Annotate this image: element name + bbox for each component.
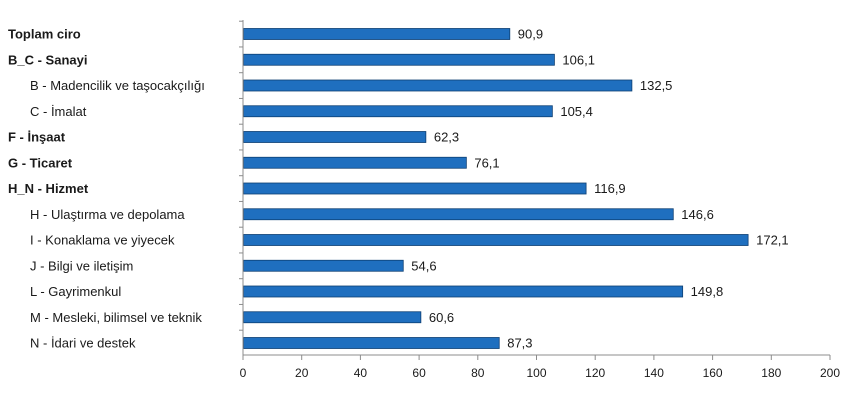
category-label: C - İmalat: [30, 104, 87, 119]
category-label: H - Ulaştırma ve depolama: [30, 207, 185, 222]
bar: [243, 105, 553, 118]
value-label: 116,9: [594, 181, 626, 196]
value-label: 149,8: [691, 284, 724, 299]
value-label: 62,3: [434, 130, 459, 145]
category-labels: Toplam ciro B_C - Sanayi B - Madencilik ve…: [8, 27, 205, 351]
value-labels: 90,9 106,1 132,5 105,4 62,3 76,1 116,9 146,6 172…: [411, 27, 788, 351]
bar: [243, 131, 427, 143]
x-tick-label: 0: [240, 366, 247, 380]
value-label: 87,3: [507, 336, 532, 351]
bar: [243, 337, 500, 349]
x-axis: 0 20 40 60 80 100 120 140 160 180 200: [239, 20, 840, 380]
x-tick-label: 100: [526, 366, 546, 380]
category-label: J - Bilgi ve iletişim: [30, 258, 133, 273]
value-label: 146,6: [681, 207, 714, 222]
x-tick-label: 80: [471, 366, 485, 380]
category-label: Toplam ciro: [8, 27, 81, 42]
bar: [243, 156, 467, 169]
bars-layer: [243, 28, 749, 349]
value-label: 106,1: [562, 52, 595, 67]
x-tick-label: 180: [761, 366, 781, 380]
category-label: I - Konaklama ve yiyecek: [30, 233, 175, 248]
value-label: 105,4: [560, 104, 593, 119]
x-tick-label: 20: [295, 366, 309, 380]
x-tick-label: 200: [820, 366, 840, 380]
value-label: 60,6: [429, 310, 454, 325]
x-tick-label: 160: [703, 366, 723, 380]
bar: [243, 53, 555, 66]
bar: [243, 208, 674, 221]
x-tick-label: 40: [354, 366, 368, 380]
category-label: F - İnşaat: [8, 130, 66, 145]
category-label: M - Mesleki, bilimsel ve teknik: [30, 310, 202, 325]
bar: [243, 79, 633, 92]
value-label: 76,1: [474, 155, 499, 170]
value-label: 132,5: [640, 78, 673, 93]
category-label: B - Madencilik ve taşocakçılığı: [30, 78, 205, 93]
category-label: N - İdari ve destek: [30, 336, 136, 351]
category-label: G - Ticaret: [8, 155, 73, 170]
x-tick-label: 140: [644, 366, 664, 380]
bar: [243, 285, 684, 298]
bar: [243, 311, 422, 324]
value-label: 172,1: [756, 233, 789, 248]
bar: [243, 182, 587, 195]
bar: [243, 234, 749, 246]
value-label: 54,6: [411, 258, 436, 273]
bar: [243, 28, 511, 40]
category-label: H_N - Hizmet: [8, 181, 89, 196]
x-tick-label: 60: [412, 366, 426, 380]
value-label: 90,9: [518, 27, 543, 42]
category-label: B_C - Sanayi: [8, 52, 87, 67]
x-tick-label: 120: [585, 366, 605, 380]
bar: [243, 259, 404, 272]
category-label: L - Gayrimenkul: [30, 284, 121, 299]
